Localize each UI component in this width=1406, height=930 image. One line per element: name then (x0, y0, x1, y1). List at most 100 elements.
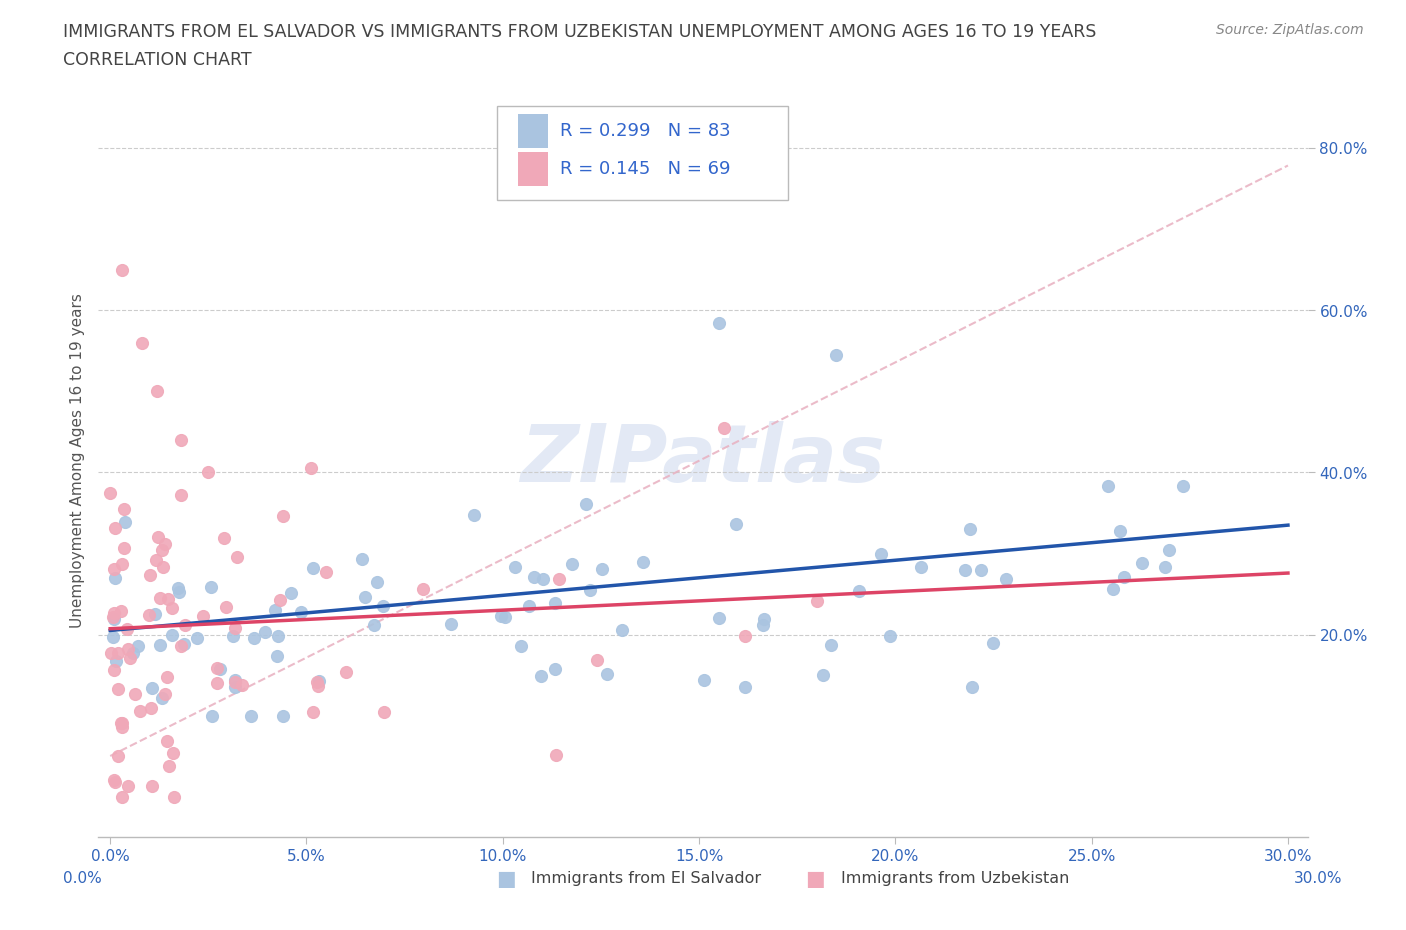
Point (205, 676, 228, 691)
Point (212, 531, 235, 546)
Point (112, 540, 135, 555)
Point (546, 748, 568, 763)
Point (1159, 543, 1181, 558)
Point (152, 542, 174, 557)
Text: ■: ■ (496, 869, 516, 889)
Point (226, 550, 249, 565)
Point (200, 579, 222, 594)
Point (373, 598, 395, 613)
Point (995, 571, 1018, 586)
Point (162, 746, 184, 761)
Point (522, 569, 544, 584)
Point (156, 733, 179, 748)
Point (104, 654, 127, 669)
Point (315, 565, 337, 579)
Point (271, 708, 294, 723)
Point (122, 645, 145, 660)
Point (820, 638, 842, 653)
Point (124, 686, 146, 701)
Point (224, 672, 246, 687)
Point (207, 660, 229, 675)
Point (174, 618, 197, 632)
Text: CORRELATION CHART: CORRELATION CHART (63, 51, 252, 69)
Point (1112, 569, 1135, 584)
Point (107, 749, 129, 764)
Point (752, 612, 775, 627)
Point (707, 611, 730, 626)
Point (186, 631, 208, 645)
Point (489, 608, 512, 623)
Point (107, 646, 129, 661)
Point (962, 680, 984, 695)
Point (633, 555, 655, 570)
Point (494, 610, 516, 625)
Point (503, 560, 526, 575)
Point (561, 556, 583, 571)
Point (107, 682, 129, 697)
Point (224, 680, 246, 695)
Point (806, 594, 828, 609)
Text: Immigrants from El Salvador: Immigrants from El Salvador (531, 871, 762, 886)
Point (117, 778, 139, 793)
Point (811, 668, 834, 683)
Point (160, 600, 183, 615)
Point (103, 773, 125, 788)
Point (1171, 478, 1194, 493)
Point (117, 642, 139, 657)
Point (713, 420, 735, 435)
Point (146, 384, 169, 399)
Point (100, 485, 122, 500)
Point (167, 580, 190, 595)
Y-axis label: Unemployment Among Ages 16 to 19 years: Unemployment Among Ages 16 to 19 years (69, 293, 84, 628)
Point (439, 617, 461, 631)
Point (953, 563, 976, 578)
Point (412, 581, 434, 596)
Point (463, 507, 485, 522)
Point (825, 348, 848, 363)
Point (509, 639, 531, 654)
Point (308, 674, 330, 689)
Point (596, 666, 619, 681)
Point (167, 585, 190, 600)
Point (103, 612, 125, 627)
Point (725, 516, 748, 531)
Text: IMMIGRANTS FROM EL SALVADOR VS IMMIGRANTS FROM UZBEKISTAN UNEMPLOYMENT AMONG AGE: IMMIGRANTS FROM EL SALVADOR VS IMMIGRANT… (63, 23, 1097, 41)
Point (139, 700, 162, 715)
Point (547, 572, 569, 587)
Point (215, 600, 238, 615)
Text: ■: ■ (806, 869, 825, 889)
Text: R = 0.145   N = 69: R = 0.145 N = 69 (561, 160, 731, 178)
Point (170, 432, 193, 447)
Point (156, 591, 179, 606)
Point (170, 639, 193, 654)
Point (271, 509, 294, 524)
Point (110, 715, 132, 730)
Point (1102, 581, 1125, 596)
Point (222, 628, 245, 643)
Point (145, 606, 167, 621)
Point (870, 546, 893, 561)
Point (111, 789, 134, 804)
Point (129, 704, 152, 719)
Point (160, 628, 183, 643)
Point (280, 585, 302, 600)
Point (264, 603, 287, 618)
Point (163, 789, 186, 804)
Point (191, 609, 214, 624)
Point (575, 497, 598, 512)
Point (110, 604, 132, 618)
Point (153, 687, 176, 702)
Point (585, 652, 607, 667)
Point (101, 609, 124, 624)
Point (224, 675, 246, 690)
Point (910, 560, 932, 575)
Point (544, 661, 567, 676)
Point (104, 521, 127, 536)
Point (752, 618, 775, 632)
Point (141, 778, 163, 793)
Point (103, 630, 125, 644)
Point (139, 567, 162, 582)
Point (208, 661, 231, 676)
Text: 0.0%: 0.0% (63, 871, 103, 886)
Point (104, 775, 127, 790)
